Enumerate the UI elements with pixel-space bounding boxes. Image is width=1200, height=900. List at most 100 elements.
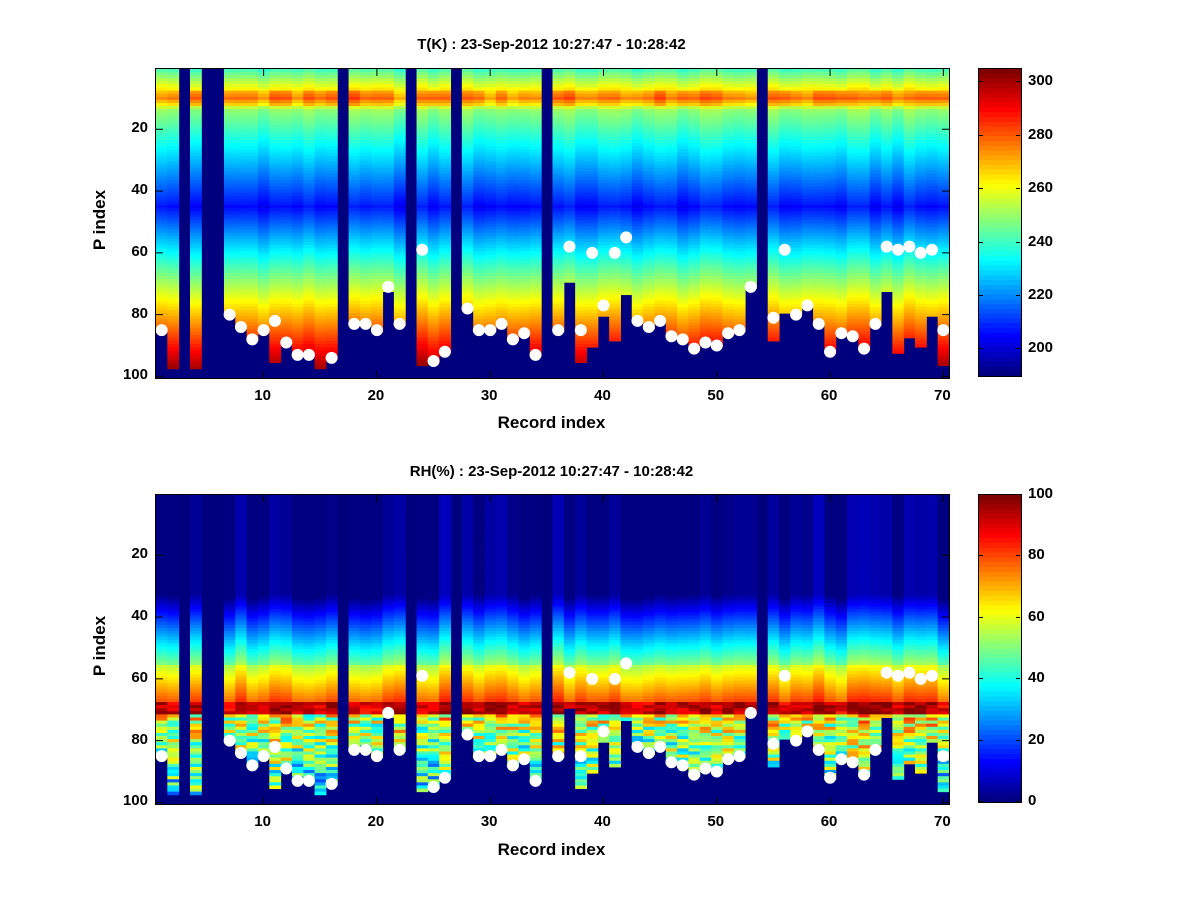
heatmap-cell: [484, 204, 497, 209]
heatmap-cell: [246, 313, 259, 317]
heatmap-cell: [711, 279, 723, 283]
heatmap-cell: [382, 257, 395, 262]
heatmap-cell: [156, 195, 168, 200]
heatmap-cell: [575, 269, 587, 274]
heatmap-cell: [767, 143, 780, 147]
heatmap-cell: [677, 245, 689, 249]
heatmap-cell: [235, 149, 248, 153]
heatmap-cell: [711, 90, 723, 95]
heatmap-cell: [801, 75, 814, 79]
heatmap-cell: [586, 266, 599, 271]
heatmap-cell: [733, 186, 746, 191]
heatmap-cell: [167, 297, 180, 302]
heatmap-cell: [665, 229, 678, 234]
heatmap-cell: [303, 87, 316, 92]
heatmap-cell: [257, 310, 270, 314]
heatmap-cell: [881, 260, 893, 265]
heatmap-cell: [495, 149, 508, 153]
heatmap-cell: [235, 124, 248, 129]
heatmap-cell: [586, 180, 599, 184]
heatmap-cell: [348, 106, 361, 110]
heatmap-cell: [314, 106, 327, 110]
heatmap-cell: [665, 282, 678, 286]
heatmap-cell: [439, 198, 452, 203]
heatmap-cell: [552, 72, 565, 76]
heatmap-cell: [631, 266, 644, 271]
heatmap-cell: [416, 170, 429, 175]
heatmap-cell: [325, 238, 338, 243]
heatmap-cell: [745, 229, 757, 234]
heatmap-cell: [688, 106, 701, 110]
heatmap-cell: [246, 93, 259, 98]
heatmap-cell: [665, 93, 678, 98]
heatmap-cell: [156, 291, 168, 296]
heatmap-cell: [552, 195, 565, 200]
heatmap-cell: [507, 251, 520, 255]
heatmap-cell: [847, 72, 859, 76]
heatmap-cell: [416, 161, 429, 166]
heatmap-cell: [813, 242, 825, 246]
heatmap-cell: [314, 325, 327, 330]
heatmap-cell: [813, 310, 825, 314]
heatmap-cell: [665, 316, 678, 320]
heatmap-cell: [348, 96, 361, 101]
heatmap-cell: [586, 140, 599, 144]
heatmap-cell: [235, 161, 248, 166]
heatmap-cell: [847, 143, 859, 147]
heatmap-cell: [439, 322, 452, 326]
heatmap-cell: [495, 257, 508, 262]
heatmap-cell: [518, 220, 531, 224]
heatmap-cell: [518, 136, 531, 141]
heatmap-cell: [235, 192, 248, 197]
heatmap-cell: [835, 118, 848, 123]
heatmap-cell: [461, 297, 474, 302]
heatmap-cell: [189, 269, 202, 274]
heatmap-cell: [835, 87, 848, 92]
heatmap-cell: [745, 170, 757, 175]
heatmap-cell: [269, 350, 282, 354]
heatmap-cell: [677, 217, 689, 221]
heatmap-cell: [495, 235, 508, 240]
heatmap-cell: [189, 158, 202, 163]
heatmap-cell: [439, 214, 452, 218]
heatmap-cell: [835, 245, 848, 249]
heatmap-cell: [688, 291, 701, 296]
heatmap-cell: [314, 121, 327, 126]
heatmap-cell: [733, 170, 746, 175]
heatmap-cell: [257, 285, 270, 289]
heatmap-cell: [529, 288, 542, 292]
heatmap-cell: [767, 337, 780, 342]
heatmap-cell: [665, 78, 678, 82]
heatmap-cell: [156, 300, 168, 305]
heatmap-cell: [461, 152, 474, 157]
heatmap-cell: [835, 106, 848, 110]
heatmap-cell: [733, 167, 746, 172]
heatmap-cell: [382, 118, 395, 123]
heatmap-cell: [665, 149, 678, 153]
heatmap-cell: [824, 75, 837, 79]
heatmap-cell: [518, 260, 531, 265]
heatmap-cell: [291, 109, 304, 113]
heatmap-cell: [484, 263, 497, 268]
heatmap-cell: [665, 294, 678, 299]
heatmap-cell: [654, 161, 667, 166]
heatmap-cell: [665, 322, 678, 326]
heatmap-cell: [439, 152, 452, 157]
heatmap-cell: [393, 226, 406, 231]
heatmap-column-record-18: [348, 69, 361, 326]
heatmap-cell: [439, 235, 452, 240]
heatmap-cell: [688, 254, 701, 258]
heatmap-cell: [631, 294, 644, 299]
heatmap-cell: [223, 238, 236, 243]
heatmap-cell: [393, 260, 406, 265]
heatmap-cell: [280, 204, 293, 209]
heatmap-cell: [393, 170, 406, 175]
heatmap-cell: [677, 195, 689, 200]
heatmap-cell: [790, 118, 803, 123]
heatmap-cell: [507, 146, 520, 150]
heatmap-cell: [813, 238, 825, 243]
heatmap-column-record-32: [507, 69, 520, 342]
heatmap-cell: [393, 118, 406, 123]
heatmap-cell: [529, 78, 542, 82]
heatmap-cell: [359, 211, 372, 215]
